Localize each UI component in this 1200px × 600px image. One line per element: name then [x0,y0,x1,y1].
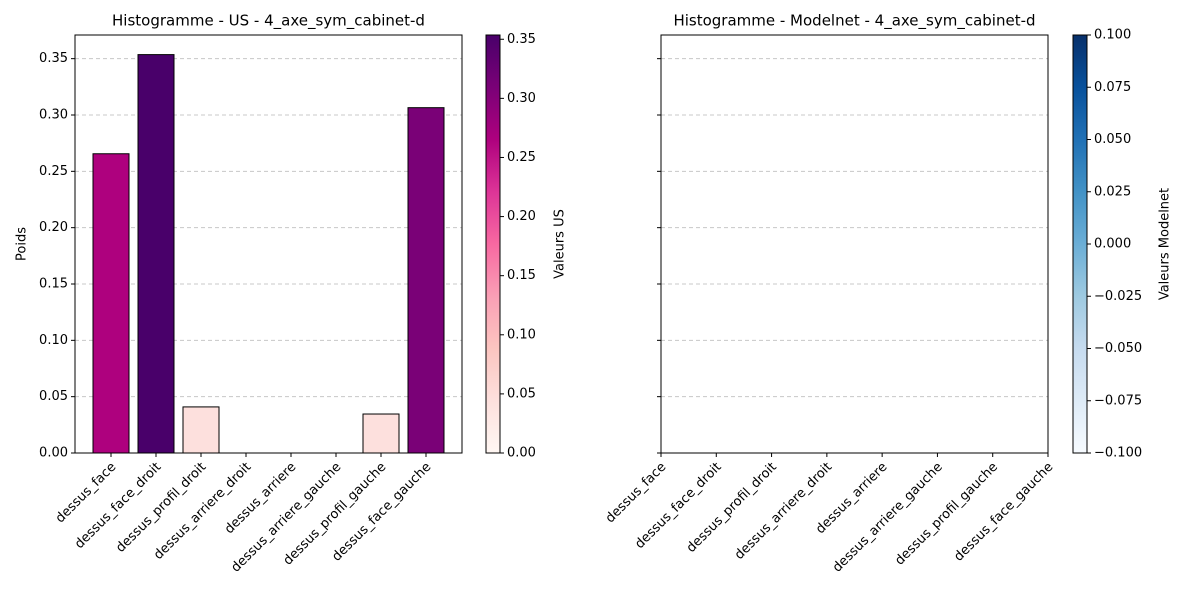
colorbar-tick-label: 0.000 [1094,237,1131,252]
axes-frame [660,34,1049,454]
x-tick-label: dessus_face_gauche [951,460,1056,565]
y-tick-label: 0.35 [39,51,68,66]
colorbar [485,34,501,454]
colorbar-tick-label: 0.00 [507,446,536,461]
y-tick-label: 0.30 [39,107,68,122]
y-tick-label: 0.10 [39,333,68,348]
colorbar-tick-label: 0.30 [507,91,536,106]
bar [92,153,130,454]
colorbar-tick-label: −0.100 [1094,446,1142,461]
x-tick-label: dessus_profil_gauche [892,460,1001,569]
colorbar-tick-label: 0.35 [507,32,536,47]
y-axis-label: Poids [15,227,30,261]
x-tick-label: dessus_arriere_droit [732,460,835,563]
colorbar-tick-label: −0.075 [1094,393,1142,408]
colorbar-tick-label: 0.025 [1094,184,1131,199]
y-tick-label: 0.25 [39,164,68,179]
colorbar-tick-label: 0.075 [1094,80,1131,95]
colorbar-label: Valeurs US [553,209,568,279]
y-tick-label: 0.05 [39,389,68,404]
bar [137,54,175,454]
colorbar-tick-label: −0.050 [1094,341,1142,356]
colorbar-tick-label: −0.025 [1094,289,1142,304]
chart-title: Histogramme - US - 4_axe_sym_cabinet-d [112,12,425,31]
x-tick-label: dessus_arriere_gauche [830,460,946,576]
y-tick-label: 0.20 [39,220,68,235]
colorbar-label: Valeurs Modelnet [1158,188,1173,300]
colorbar-tick-label: 0.20 [507,209,536,224]
colorbar [1072,34,1088,454]
bar [407,107,445,454]
bar [182,406,220,454]
colorbar-tick-label: 0.10 [507,327,536,342]
x-tick-label: dessus_face_droit [72,460,164,552]
colorbar-tick-label: 0.05 [507,386,536,401]
colorbar-tick-label: 0.25 [507,150,536,165]
colorbar-tick-label: 0.15 [507,268,536,283]
axes-frame [74,34,463,454]
y-tick-label: 0.00 [39,446,68,461]
colorbar-tick-label: 0.100 [1094,28,1131,43]
y-tick-label: 0.15 [39,276,68,291]
chart-title: Histogramme - Modelnet - 4_axe_sym_cabin… [673,12,1035,31]
bar [362,413,400,454]
colorbar-tick-label: 0.050 [1094,132,1131,147]
